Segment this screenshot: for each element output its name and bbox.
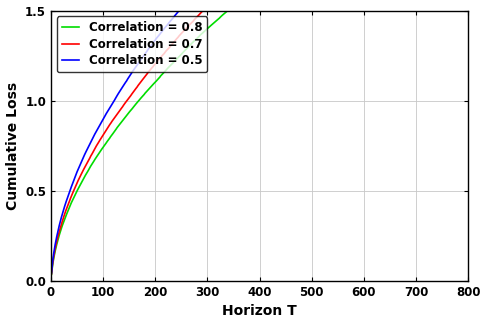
Correlation = 0.8 [74,189,80,193]
Y-axis label: Cumulative Loss: Cumulative Loss [5,82,19,210]
Line: Correlation = 0.5: Correlation = 0.5 [52,0,468,273]
Correlation = 0.5 [74,170,80,174]
Correlation = 0.5 [49,271,54,275]
X-axis label: Horizon T: Horizon T [222,305,297,318]
Correlation = 0.7 [49,272,54,276]
Legend: Correlation = 0.8, Correlation = 0.7, Correlation = 0.5: Correlation = 0.8, Correlation = 0.7, Co… [57,17,207,72]
Correlation = 0.7 [74,181,80,185]
Correlation = 0.8 [49,272,54,276]
Line: Correlation = 0.8: Correlation = 0.8 [52,0,468,274]
Line: Correlation = 0.7: Correlation = 0.7 [52,0,468,274]
